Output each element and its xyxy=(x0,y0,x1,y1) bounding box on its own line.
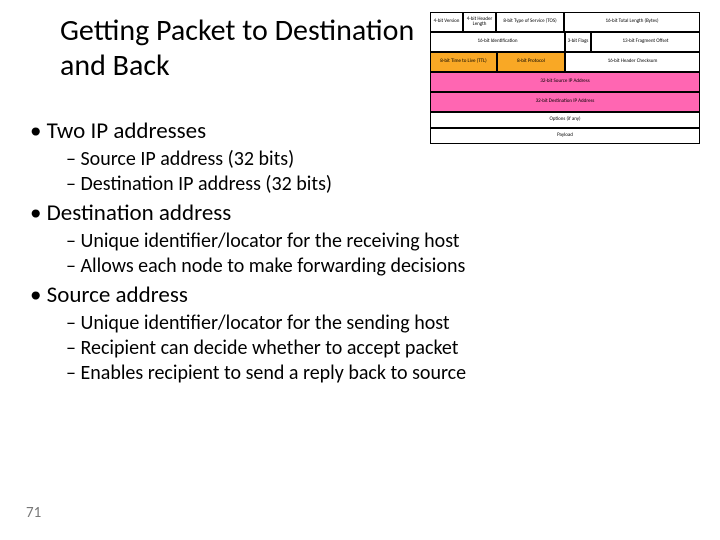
bullet-src-ip: Source IP address (32 bits) xyxy=(66,147,690,172)
cell-checksum: 16-bit Header Checksum xyxy=(565,52,700,72)
cell-version: 4-bit Version xyxy=(430,12,463,32)
slide-title: Getting Packet to Destination and Back xyxy=(30,8,430,83)
bullet-src-unique: Unique identifier/locator for the sendin… xyxy=(66,311,690,336)
cell-total-length: 16-bit Total Length (Bytes) xyxy=(564,12,700,32)
bullet-src-reply: Enables recipient to send a reply back t… xyxy=(66,361,690,386)
bullet-src-addr: Source address xyxy=(30,281,690,309)
slide-number: 71 xyxy=(26,504,41,522)
bullet-dest-forward: Allows each node to make forwarding deci… xyxy=(66,254,690,279)
cell-ttl: 8-bit Time to Live (TTL) xyxy=(430,52,497,72)
cell-flags: 3-bit Flags xyxy=(565,32,591,52)
cell-protocol: 8-bit Protocol xyxy=(497,52,565,72)
cell-tos: 8-bit Type of Service (TOS) xyxy=(496,12,564,32)
content-body: Two IP addresses Source IP address (32 b… xyxy=(30,115,690,386)
bullet-dest-unique: Unique identifier/locator for the receiv… xyxy=(66,229,690,254)
bullet-dst-ip: Destination IP address (32 bits) xyxy=(66,172,690,197)
cell-ident: 16-bit Identification xyxy=(430,32,565,52)
cell-hlen: 4-bit Header Length xyxy=(463,12,496,32)
bullet-src-accept: Recipient can decide whether to accept p… xyxy=(66,336,690,361)
cell-dst-ip: 32-bit Destination IP Address xyxy=(430,92,700,112)
bullet-two-ips: Two IP addresses xyxy=(30,117,690,145)
cell-src-ip: 32-bit Source IP Address xyxy=(430,72,700,92)
cell-fragoffset: 13-bit Fragment Offset xyxy=(591,32,700,52)
bullet-dest-addr: Destination address xyxy=(30,199,690,227)
